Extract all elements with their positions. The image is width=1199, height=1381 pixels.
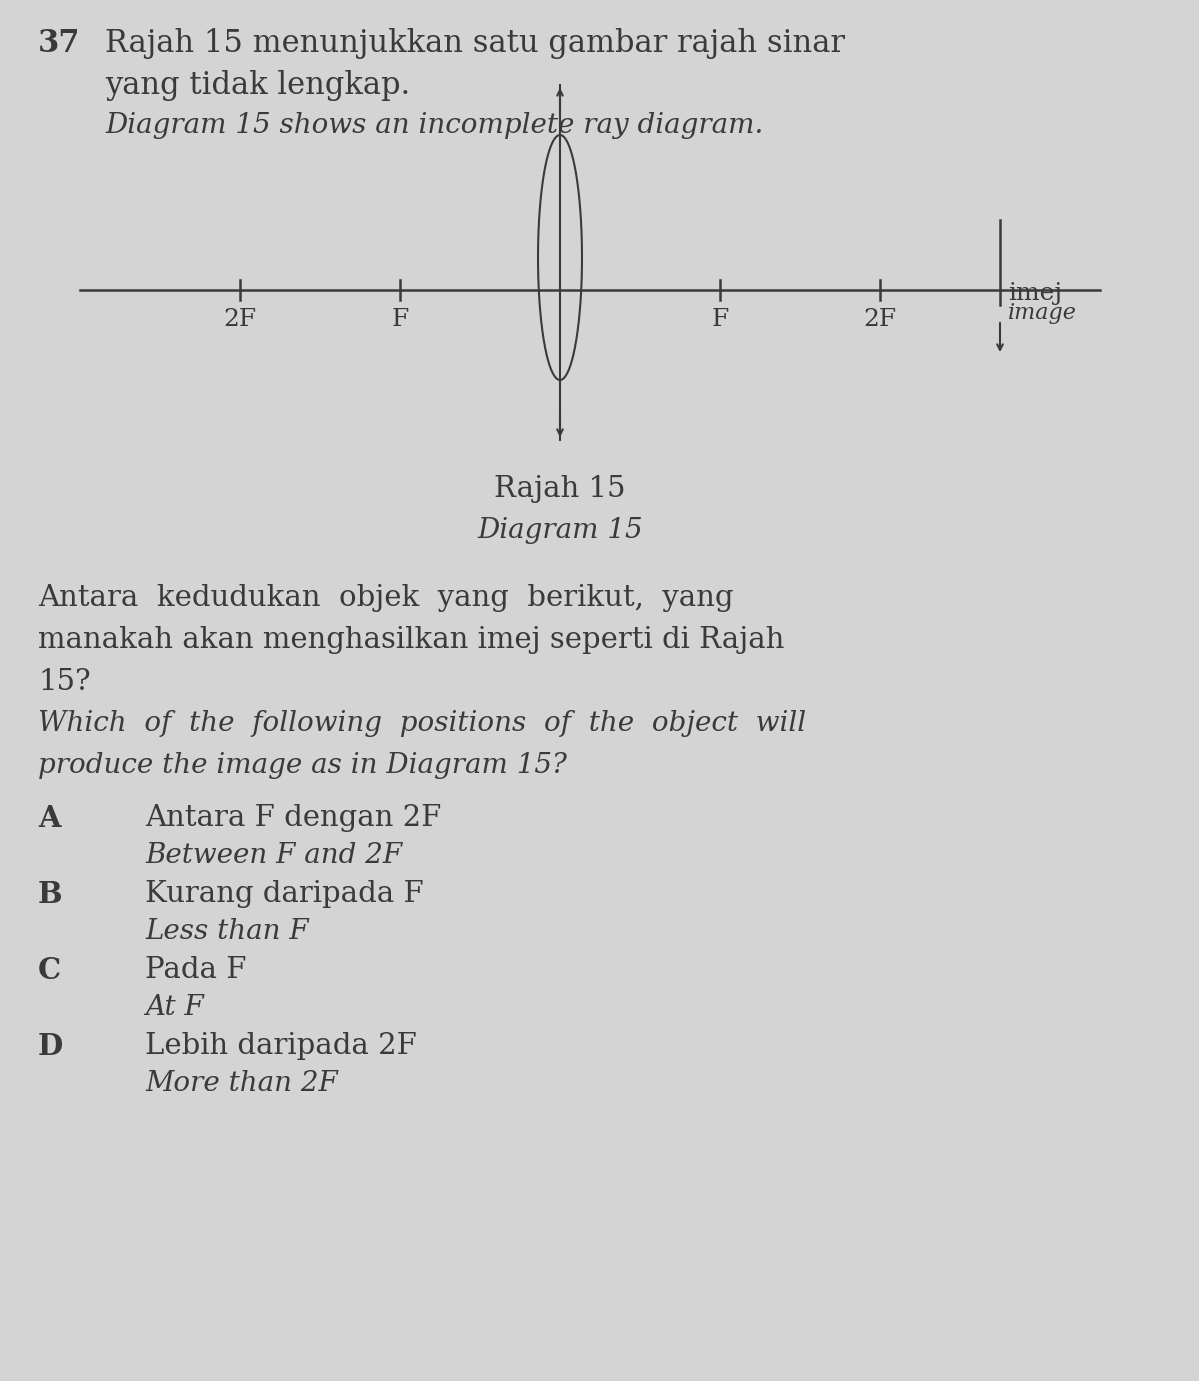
Text: Diagram 15: Diagram 15 xyxy=(477,516,643,544)
Text: At F: At F xyxy=(145,994,204,1021)
Text: B: B xyxy=(38,880,62,909)
Text: F: F xyxy=(711,308,729,331)
Text: Which  of  the  following  positions  of  the  object  will: Which of the following positions of the … xyxy=(38,710,806,737)
Text: produce the image as in Diagram 15?: produce the image as in Diagram 15? xyxy=(38,753,567,779)
Text: More than 2F: More than 2F xyxy=(145,1070,338,1097)
Text: image: image xyxy=(1008,302,1077,325)
Text: Kurang daripada F: Kurang daripada F xyxy=(145,880,423,907)
Text: 37: 37 xyxy=(38,28,80,59)
Text: yang tidak lengkap.: yang tidak lengkap. xyxy=(106,70,410,101)
Text: Lebih daripada 2F: Lebih daripada 2F xyxy=(145,1032,417,1061)
Text: Between F and 2F: Between F and 2F xyxy=(145,842,402,869)
Text: F: F xyxy=(391,308,409,331)
Text: 2F: 2F xyxy=(223,308,257,331)
Text: 2F: 2F xyxy=(863,308,897,331)
Text: Rajah 15 menunjukkan satu gambar rajah sinar: Rajah 15 menunjukkan satu gambar rajah s… xyxy=(106,28,845,59)
Text: Diagram 15 shows an incomplete ray diagram.: Diagram 15 shows an incomplete ray diagr… xyxy=(106,112,764,139)
Text: A: A xyxy=(38,804,61,833)
Text: Antara  kedudukan  objek  yang  berikut,  yang: Antara kedudukan objek yang berikut, yan… xyxy=(38,584,734,612)
Text: D: D xyxy=(38,1032,64,1061)
Text: Antara F dengan 2F: Antara F dengan 2F xyxy=(145,804,441,831)
Text: 15?: 15? xyxy=(38,668,91,696)
Text: manakah akan menghasilkan imej seperti di Rajah: manakah akan menghasilkan imej seperti d… xyxy=(38,626,784,655)
Text: Pada F: Pada F xyxy=(145,956,247,985)
Text: Rajah 15: Rajah 15 xyxy=(494,475,626,503)
Text: Less than F: Less than F xyxy=(145,918,308,945)
Text: C: C xyxy=(38,956,61,985)
Text: imej: imej xyxy=(1008,282,1062,305)
